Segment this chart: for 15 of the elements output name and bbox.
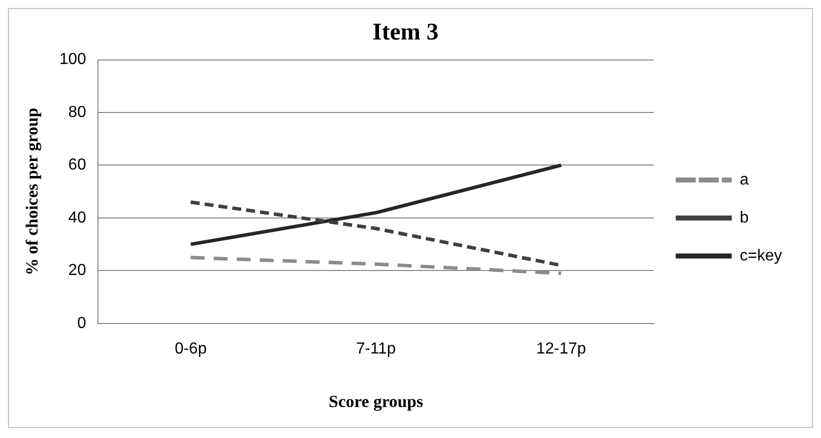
legend-label: c=key bbox=[740, 247, 782, 264]
y-tick-label: 60 bbox=[68, 156, 86, 174]
legend-label: b bbox=[740, 209, 749, 226]
legend-label: a bbox=[740, 171, 749, 188]
y-tick-label: 40 bbox=[68, 209, 86, 226]
y-axis-title: % of choices per group bbox=[22, 108, 42, 276]
x-axis-title: Score groups bbox=[328, 392, 424, 412]
x-tick-label: 0-6p bbox=[174, 340, 207, 358]
y-tick-label: 0 bbox=[77, 314, 86, 332]
x-tick-label: 12-17p bbox=[536, 340, 586, 358]
y-tick-label: 100 bbox=[59, 51, 86, 68]
y-tick-label: 20 bbox=[68, 262, 86, 280]
chart-title: Item 3 bbox=[372, 20, 438, 46]
y-tick-label: 80 bbox=[68, 104, 86, 121]
x-tick-label: 7-11p bbox=[356, 340, 396, 358]
